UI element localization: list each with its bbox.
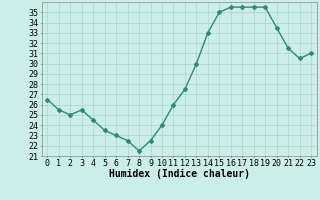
X-axis label: Humidex (Indice chaleur): Humidex (Indice chaleur) — [109, 169, 250, 179]
